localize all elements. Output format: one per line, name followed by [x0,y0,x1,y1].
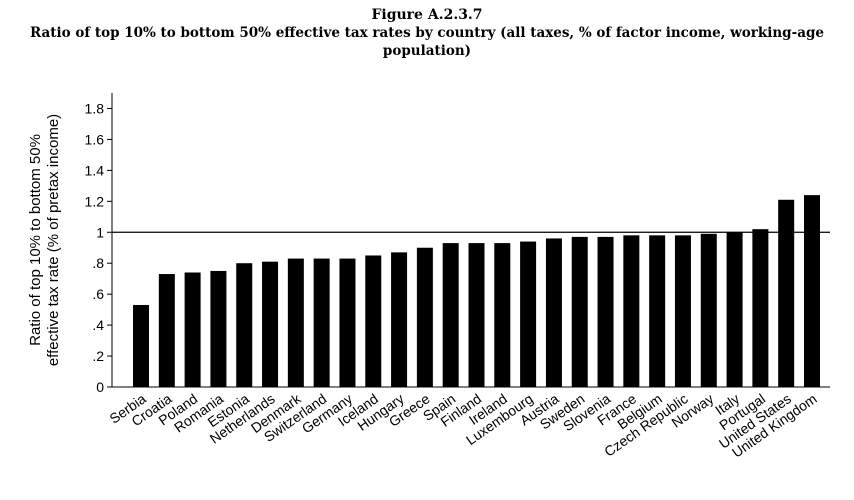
bar [649,235,666,387]
bar [623,235,640,387]
bar [133,304,149,387]
y-axis-label-line-2: effective tax rate (% of pretax income) [45,114,62,366]
y-tick-label: 1 [96,224,104,240]
bar [468,243,485,387]
y-axis-label-line-1: Ratio of top 10% to bottom 50% [27,134,44,346]
bar [210,270,227,387]
bar [158,274,175,387]
y-tick-label: .2 [92,348,104,364]
bar [313,258,330,387]
bar [700,233,717,387]
bar [494,243,511,387]
y-axis: 0 .2 .4 .6 .8 1 1.2 1.4 1.6 1.8 [85,93,830,395]
figure-label: Figure A.2.3.7 [371,7,483,23]
y-tick-label: 0 [96,379,104,395]
y-axis-label: Ratio of top 10% to bottom 50% effective… [27,114,62,366]
bar [339,258,356,387]
y-tick-label: .6 [92,286,104,302]
bars-group [133,195,820,387]
y-tick-label: 1.4 [85,162,105,178]
x-axis-labels: SerbiaCroatiaPolandRomaniaEstoniaNetherl… [106,390,819,461]
bar [365,255,382,387]
bar [778,199,795,387]
y-tick-label: 1.6 [85,131,105,147]
bar [597,236,614,387]
bar [416,247,433,387]
figure-title-line-1: Ratio of top 10% to bottom 50% effective… [29,25,824,41]
bar [442,243,459,387]
bar [674,235,691,387]
y-tick-label: 1.8 [85,100,105,116]
bar [184,272,201,387]
bar [391,252,408,387]
bar [804,195,820,387]
y-tick-label: .4 [92,317,104,333]
y-tick-label: .8 [92,255,104,271]
figure-titles: Figure A.2.3.7 Ratio of top 10% to botto… [0,6,854,60]
bar [545,238,562,387]
bar [262,261,279,387]
figure-title-line-2: population) [382,43,472,59]
bar [287,258,304,387]
bar [236,263,253,387]
y-tick-label: 1.2 [85,193,105,209]
bar [726,232,743,387]
bar [571,236,588,387]
bar [752,229,769,387]
bar [520,241,537,387]
